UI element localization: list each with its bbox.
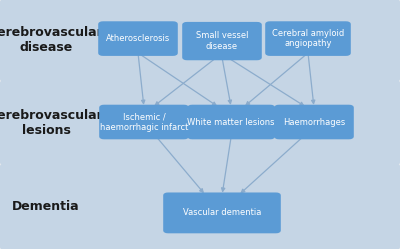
Text: Vascular dementia: Vascular dementia (183, 208, 261, 217)
FancyBboxPatch shape (98, 21, 178, 56)
FancyBboxPatch shape (187, 105, 275, 139)
FancyBboxPatch shape (265, 21, 351, 56)
FancyBboxPatch shape (0, 80, 400, 165)
FancyBboxPatch shape (99, 105, 189, 139)
Text: Dementia: Dementia (12, 200, 80, 213)
FancyBboxPatch shape (0, 0, 400, 82)
Text: Ischemic /
haemorrhagic infarct: Ischemic / haemorrhagic infarct (100, 112, 188, 132)
FancyBboxPatch shape (274, 105, 354, 139)
Text: Small vessel
disease: Small vessel disease (196, 31, 248, 51)
Text: White matter lesions: White matter lesions (188, 118, 275, 126)
Text: Atherosclerosis: Atherosclerosis (106, 34, 170, 43)
FancyBboxPatch shape (0, 163, 400, 249)
Text: Haemorrhages: Haemorrhages (283, 118, 345, 126)
Text: Cerebral amyloid
angiopathy: Cerebral amyloid angiopathy (272, 29, 344, 48)
Text: Cerebrovascular
lesions: Cerebrovascular lesions (0, 109, 103, 137)
Text: Cerebrovascular
disease: Cerebrovascular disease (0, 26, 103, 55)
FancyBboxPatch shape (182, 22, 262, 60)
FancyBboxPatch shape (163, 192, 281, 233)
